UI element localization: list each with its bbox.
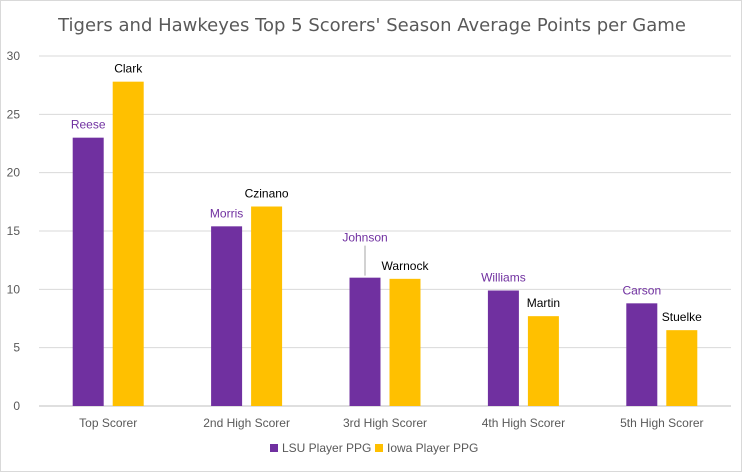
y-tick-label: 15 — [7, 224, 21, 238]
x-axis-categories: Top Scorer 2nd High Scorer 3rd High Scorer… — [79, 416, 703, 430]
category-label: 3rd High Scorer — [343, 416, 427, 430]
category-label: 2nd High Scorer — [203, 416, 290, 430]
category-label: 5th High Scorer — [620, 416, 703, 430]
data-label: Reese — [71, 118, 106, 132]
y-tick-label: 5 — [13, 341, 20, 355]
data-label: Clark — [114, 62, 143, 76]
y-tick-label: 30 — [7, 49, 21, 63]
bars — [72, 81, 698, 407]
data-label: Martin — [527, 296, 560, 310]
legend-swatch — [270, 444, 278, 452]
bar — [211, 226, 243, 406]
data-label: Stuelke — [662, 310, 702, 324]
bar — [112, 81, 144, 407]
y-tick-label: 10 — [7, 282, 21, 296]
y-tick-label: 0 — [13, 399, 20, 413]
bar — [487, 290, 519, 406]
y-tick-label: 25 — [7, 107, 21, 121]
gridlines — [39, 55, 731, 407]
legend-swatch — [375, 444, 383, 452]
data-label: Warnock — [382, 259, 430, 273]
bar — [349, 277, 381, 406]
y-tick-label: 20 — [7, 166, 21, 180]
data-label: Williams — [481, 271, 526, 285]
bar — [251, 206, 283, 406]
bar — [626, 303, 658, 406]
data-label: Carson — [622, 283, 661, 297]
data-label: Czinano — [245, 187, 289, 201]
legend-label: LSU Player PPG — [282, 441, 371, 455]
data-label: Johnson — [342, 231, 387, 245]
bar — [527, 316, 559, 406]
legend-label: Iowa Player PPG — [387, 441, 478, 455]
category-label: Top Scorer — [79, 416, 137, 430]
bar — [389, 278, 421, 406]
legend: LSU Player PPG Iowa Player PPG — [270, 441, 478, 455]
chart-title: Tigers and Hawkeyes Top 5 Scorers' Seaso… — [57, 15, 686, 36]
bar — [666, 330, 698, 406]
bar — [72, 137, 104, 406]
data-label: Morris — [210, 206, 243, 220]
category-label: 4th High Scorer — [482, 416, 565, 430]
y-axis-ticks: 0 5 10 15 20 25 30 — [7, 49, 21, 413]
